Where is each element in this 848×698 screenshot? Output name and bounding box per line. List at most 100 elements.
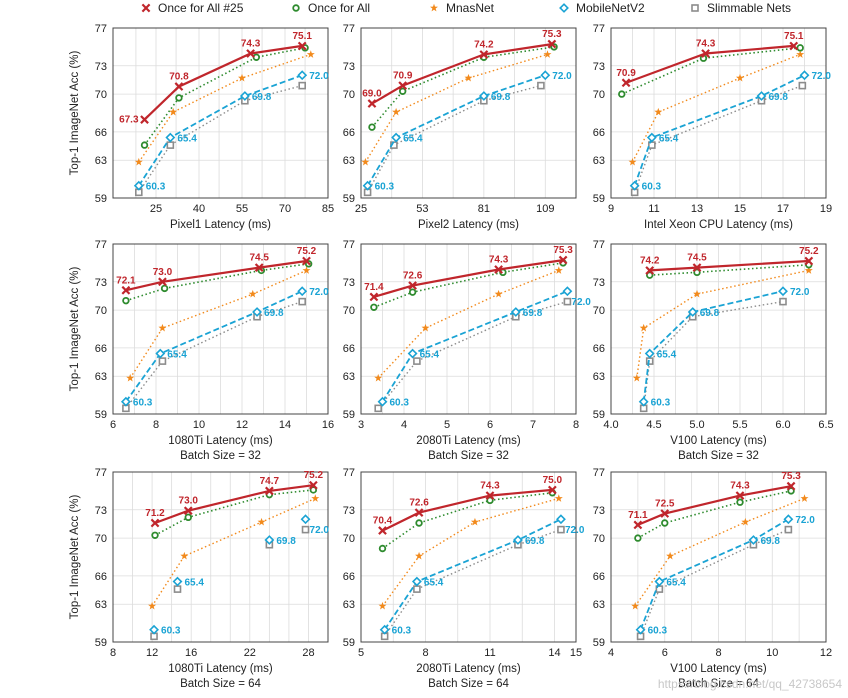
data-point-mnas xyxy=(666,551,675,560)
y-tick-label: 73 xyxy=(593,505,605,517)
y-tick-label: 66 xyxy=(95,343,107,355)
data-label-ofa25: 72.1 xyxy=(116,275,136,286)
y-tick-label: 70 xyxy=(95,305,107,317)
data-point-mnas xyxy=(392,107,401,116)
series-ofa25: 71.4 72.6 74.3 75.3 xyxy=(364,245,573,302)
data-label-ofa25: 71.1 xyxy=(628,510,648,521)
x-tick-label: 15 xyxy=(734,203,746,215)
data-point-slim xyxy=(557,525,565,534)
chart-panel: 59 63 66 70 73 77 3 4 5 6 7 8 2080Ti Latency (ms) Bat… xyxy=(343,239,592,462)
data-label-mbv2: 65.4 xyxy=(659,134,679,145)
legend-label: Slimmable Nets xyxy=(707,1,791,15)
series-line-mbv2 xyxy=(642,290,784,402)
data-label-ofa25: 74.7 xyxy=(260,476,280,487)
data-point-mnas xyxy=(126,373,135,382)
data-label-ofa25: 75.2 xyxy=(297,246,317,257)
plot-frame xyxy=(360,243,577,415)
data-point-ofa25 xyxy=(140,115,149,124)
data-point-ofa25 xyxy=(789,41,799,51)
plot-frame xyxy=(112,243,329,415)
data-point-ofa xyxy=(370,303,378,311)
data-label-mbv2: 72.0 xyxy=(309,71,329,82)
data-point-mbv2 xyxy=(638,396,649,407)
data-point-ofa xyxy=(184,513,192,522)
chart-panel: 59 63 66 70 73 77 6 8 10 12 14 16 1080Ti Latency (ms… xyxy=(95,239,334,462)
data-point-mnas xyxy=(238,73,246,82)
y-tick-label: 59 xyxy=(593,193,605,205)
data-label-ofa25: 75.3 xyxy=(542,29,562,40)
data-label-mbv2: 60.3 xyxy=(642,182,662,193)
data-point-ofa25 xyxy=(158,277,167,287)
data-label-ofa25: 74.3 xyxy=(730,481,750,492)
data-point-ofa xyxy=(408,288,417,296)
series-ofa xyxy=(151,486,318,539)
series-line-ofa25 xyxy=(625,44,794,84)
series-line-mnas xyxy=(138,53,312,163)
data-point-mnas xyxy=(628,157,637,166)
data-point-mbv2 xyxy=(562,286,573,297)
data-label-mbv2: 72.0 xyxy=(795,515,815,526)
data-label-ofa25: 75.2 xyxy=(799,246,819,257)
series-ofa25: 69.0 70.9 74.2 75.3 xyxy=(362,29,562,108)
data-label-ofa25: 73.0 xyxy=(153,267,173,278)
data-point-mnas xyxy=(169,107,178,116)
series-line-ofa xyxy=(621,47,801,95)
y-tick-label: 77 xyxy=(343,239,355,251)
y-tick-label: 70 xyxy=(343,89,355,101)
data-label-mbv2: 60.3 xyxy=(648,626,668,637)
legend-label: Once for All xyxy=(308,1,370,15)
chart-panel: 59 63 66 70 73 77 9 11 13 15 17 19 Intel Xeon CPU La… xyxy=(593,23,832,231)
chart-panel: 59 63 66 70 73 77 4 6 8 10 12 V100 Latency (ms) Batc… xyxy=(593,467,832,690)
y-tick-label: 73 xyxy=(95,277,107,289)
data-label-ofa25: 75.1 xyxy=(784,31,804,42)
data-label-mbv2: 69.8 xyxy=(760,536,780,547)
data-label-mbv2: 72.0 xyxy=(790,287,810,298)
y-tick-label: 63 xyxy=(593,155,605,167)
x-axis-label: V100 Latency (ms) xyxy=(670,663,767,675)
data-label-mbv2: 65.4 xyxy=(167,350,187,361)
data-point-ofa25 xyxy=(398,81,408,90)
y-tick-label: 59 xyxy=(95,409,107,421)
legend-label: MobileNetV2 xyxy=(576,1,645,15)
series-line-ofa25 xyxy=(382,488,553,532)
x-tick-label: 4.0 xyxy=(603,419,618,431)
x-tick-label: 8 xyxy=(110,647,116,659)
y-tick-label: 77 xyxy=(343,23,355,35)
y-axis-labels: Top-1 ImageNet Acc (%) Top-1 ImageNet Acc… xyxy=(69,51,81,620)
x-tick-label: 6 xyxy=(662,647,668,659)
x-tick-label: 12 xyxy=(236,419,248,431)
data-label-ofa25: 74.5 xyxy=(249,253,269,264)
data-label-ofa25: 70.9 xyxy=(393,71,413,82)
data-point-ofa xyxy=(661,519,669,527)
data-point-ofa25 xyxy=(701,49,710,58)
data-point-ofa25 xyxy=(367,99,377,108)
data-label-mbv2: 65.4 xyxy=(420,350,440,361)
chart-panel: 59 63 66 70 73 77 25 53 81 109 Pixel2 Latency (ms)… xyxy=(343,23,577,231)
x-tick-label: 109 xyxy=(536,203,554,215)
data-point-mbv2 xyxy=(756,91,767,101)
data-label-ofa25: 75.3 xyxy=(553,245,573,256)
data-point-ofa xyxy=(160,284,169,293)
data-label-mbv2: 72.0 xyxy=(812,71,832,82)
data-label-mbv2: 60.3 xyxy=(161,626,181,637)
x-tick-label: 10 xyxy=(766,647,778,659)
data-label-mbv2: 72.0 xyxy=(309,287,329,298)
y-tick-label: 63 xyxy=(593,599,605,611)
data-label-ofa25: 70.8 xyxy=(169,72,189,83)
series-ofa25: 71.1 72.5 74.3 75.3 xyxy=(628,471,801,530)
y-tick-label: 63 xyxy=(95,371,107,383)
y-tick-label: 63 xyxy=(343,599,355,611)
x-tick-label: 8 xyxy=(573,419,579,431)
batch-size-label: Batch Size = 64 xyxy=(428,678,509,690)
series-line-mbv2 xyxy=(138,74,303,187)
x-axis-label: Pixel1 Latency (ms) xyxy=(170,219,271,231)
data-point-slim xyxy=(413,357,421,365)
series-line-ofa25 xyxy=(637,485,792,526)
data-point-ofa25 xyxy=(633,520,643,530)
x-tick-label: 28 xyxy=(302,647,314,659)
data-point-mbv2 xyxy=(644,348,655,359)
series-mbv2: 60.3 65.4 69.8 72.0 xyxy=(379,514,585,637)
series-line-mbv2 xyxy=(639,518,789,631)
y-tick-label: 73 xyxy=(95,61,107,73)
data-label-mbv2: 69.8 xyxy=(523,308,543,319)
